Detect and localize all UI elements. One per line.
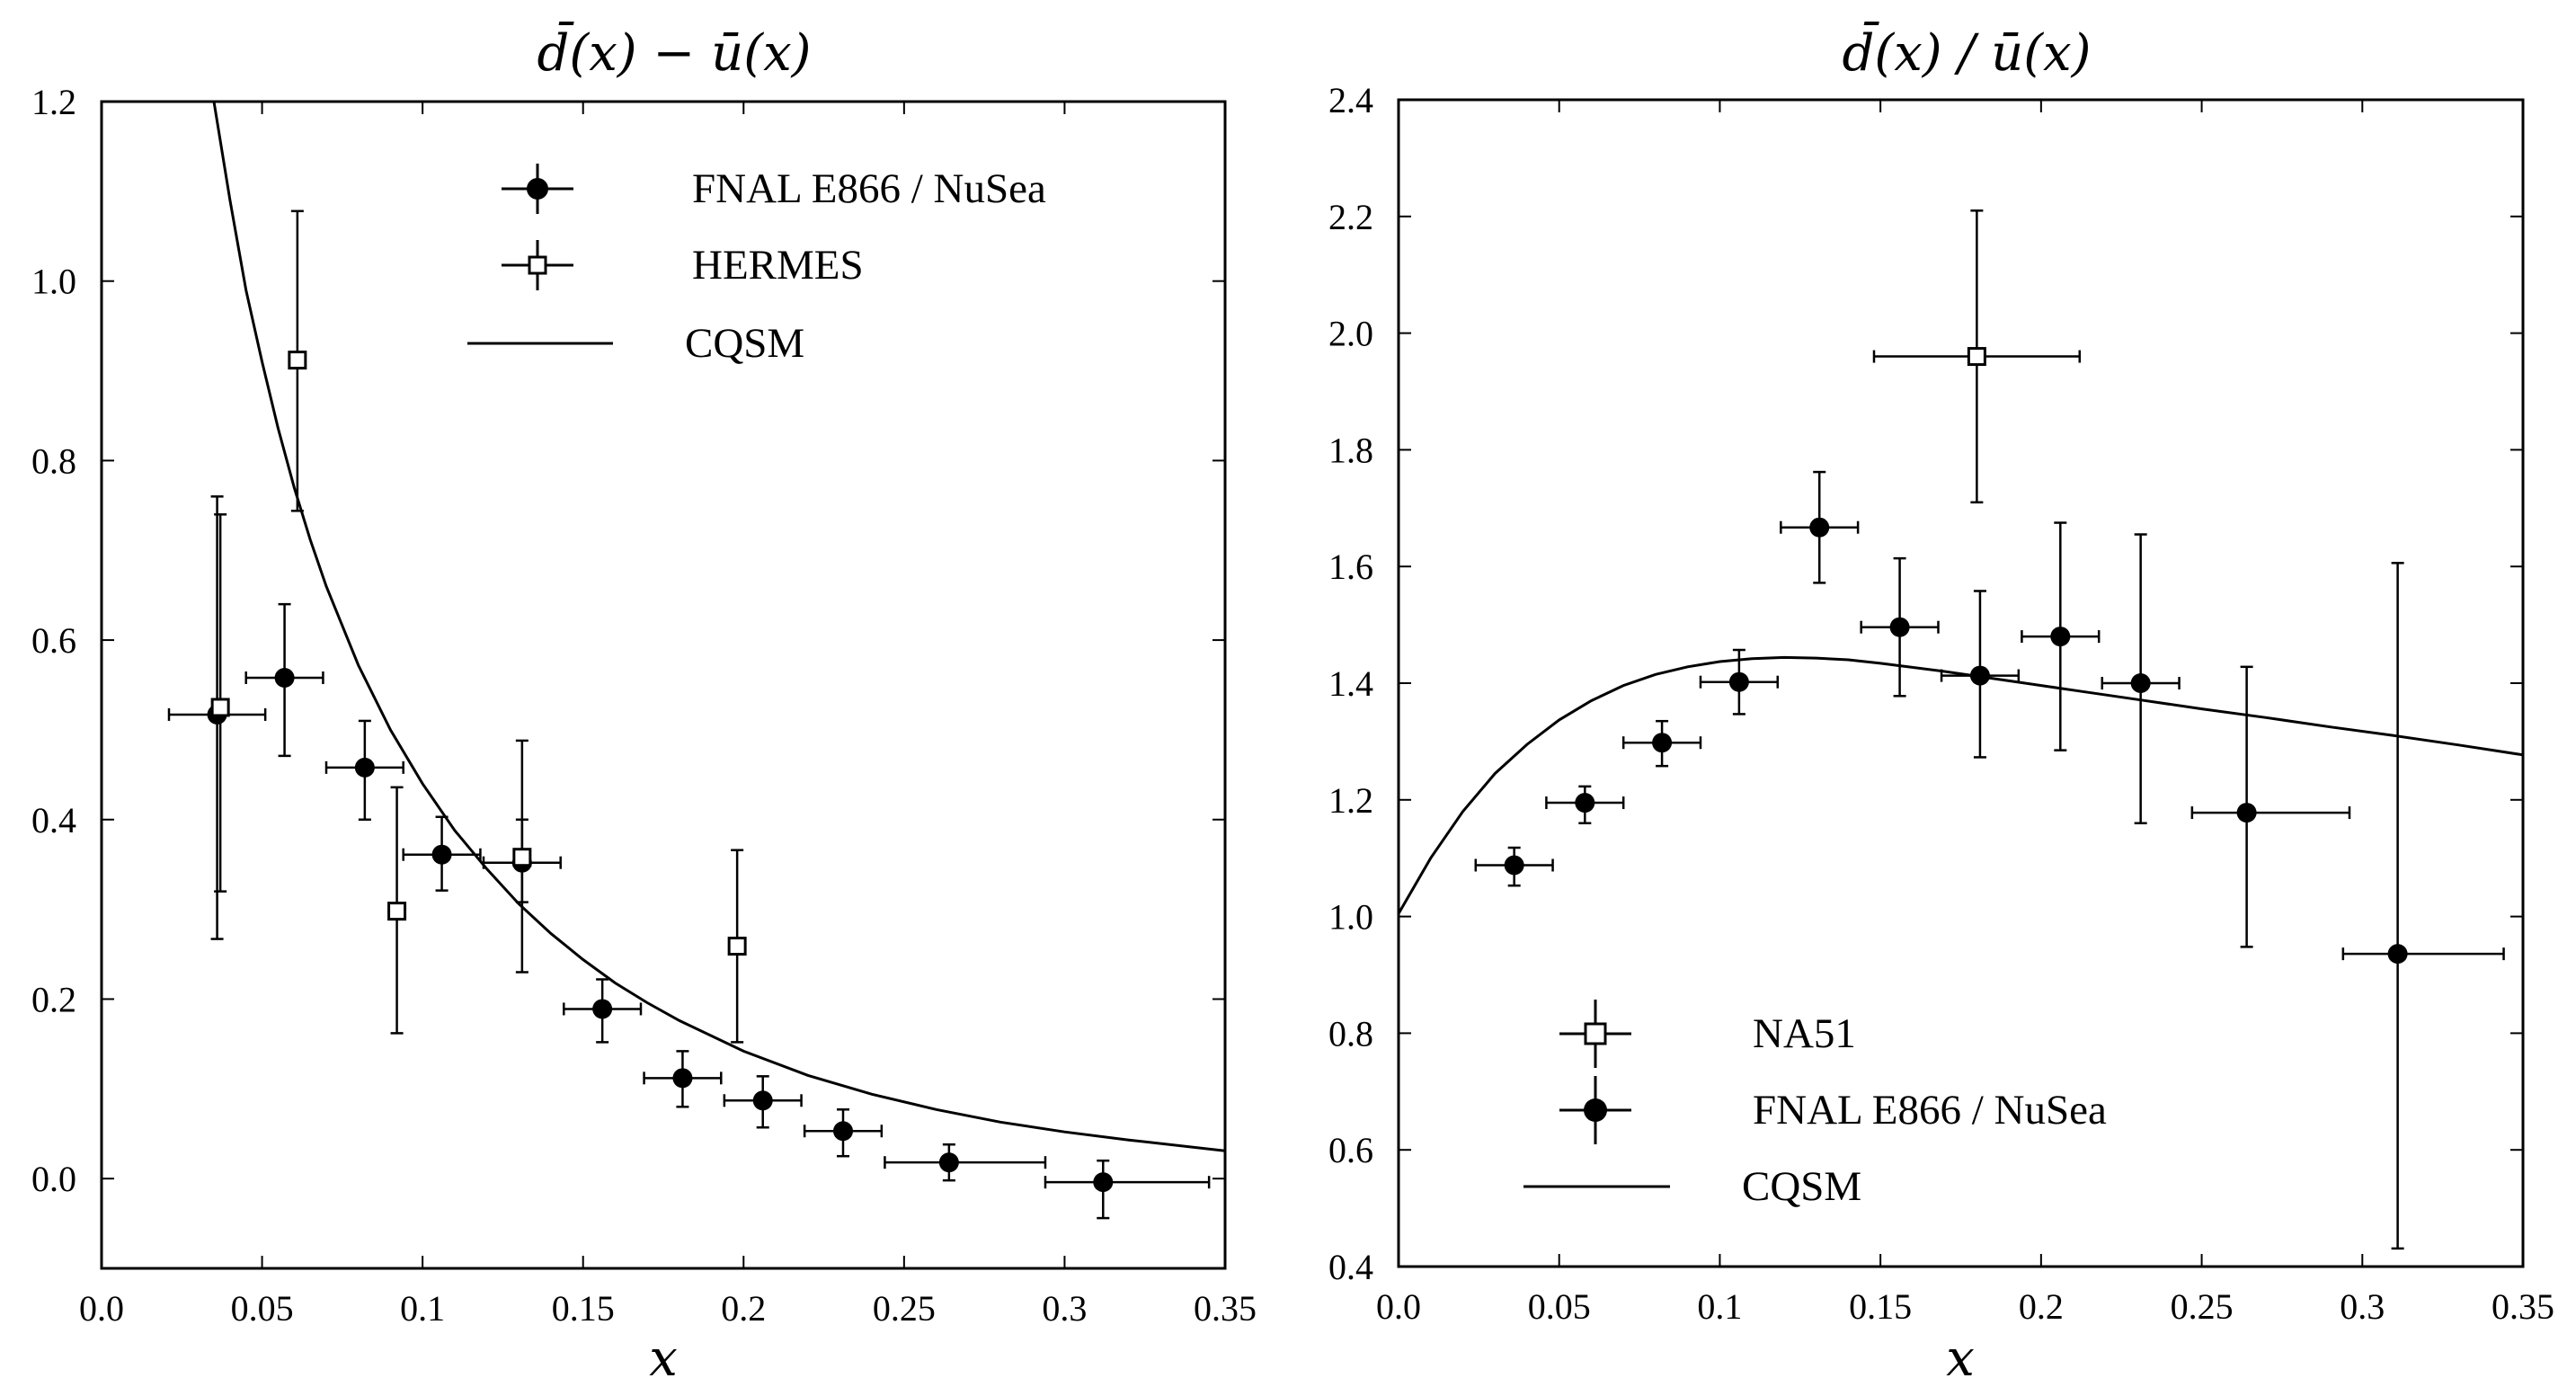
x-tick-label: 0.2: [721, 1288, 766, 1329]
fnal-data-point: [2190, 665, 2351, 948]
cqsm-curve: [212, 102, 1225, 1152]
x-tick-label: 0.0: [1376, 1286, 1421, 1327]
fnal-data-point: [1940, 590, 2021, 759]
chart-title: d̄(x) / ū(x): [1843, 21, 2092, 83]
y-tick-label: 2.0: [1328, 314, 1373, 354]
square-data-point: [1872, 209, 2081, 504]
legend-marker-fnal: [1559, 1076, 1631, 1144]
x-tick-label: 0.15: [1849, 1286, 1912, 1327]
legend-marker-fnal: [502, 164, 573, 214]
x-tick-label: 0.25: [2171, 1286, 2234, 1327]
fnal-data-point: [803, 1108, 884, 1158]
y-tick-label: 1.6: [1328, 547, 1373, 587]
legend-label-fnal: FNAL E866 / NuSea: [692, 165, 1046, 212]
legend-label-na51: NA51: [1753, 1010, 1856, 1057]
fnal-data-point: [1545, 785, 1625, 825]
x-tick-label: 0.1: [1697, 1286, 1742, 1327]
square-data-point: [512, 739, 532, 903]
y-tick-label: 1.0: [1328, 897, 1373, 938]
y-tick-label: 2.2: [1328, 197, 1373, 237]
legend: FNAL E866 / NuSea HERMES CQSM: [467, 164, 1046, 367]
fnal-data-point: [324, 719, 404, 822]
y-tick-label: 1.4: [1328, 663, 1373, 704]
fnal-data-point: [244, 602, 324, 758]
axis-ticks: 0.0 0.05 0.1 0.15 0.2 0.25 0.3 0.35 0.4 0.6 0.8 1.0…: [1328, 80, 2554, 1327]
fnal-data-point: [723, 1075, 803, 1129]
fnal-data-point: [167, 495, 267, 940]
x-tick-label: 0.1: [400, 1288, 445, 1329]
y-tick-label: 0.0: [31, 1159, 76, 1199]
square-data-point: [727, 849, 747, 1044]
x-tick-label: 0.3: [1042, 1288, 1087, 1329]
legend-label-cqsm: CQSM: [685, 320, 804, 367]
x-tick-label: 0.05: [231, 1288, 294, 1329]
legend-label-hermes: HERMES: [692, 242, 864, 289]
plot-content: [1399, 209, 2523, 1250]
y-tick-label: 1.2: [31, 82, 76, 122]
legend-marker-hermes: [502, 240, 573, 290]
y-tick-label: 1.8: [1328, 430, 1373, 470]
fnal-data-point: [2101, 533, 2181, 825]
fnal-data-point: [2021, 521, 2101, 751]
fnal-data-point: [1474, 846, 1554, 887]
x-tick-label: 0.35: [2492, 1286, 2554, 1327]
x-tick-label: 0.15: [552, 1288, 615, 1329]
plot-content: [167, 102, 1225, 1220]
y-tick-label: 0.4: [1328, 1247, 1373, 1287]
fnal-data-point: [1621, 719, 1702, 768]
x-tick-label: 0.05: [1528, 1286, 1591, 1327]
y-tick-label: 0.6: [1328, 1130, 1373, 1170]
fnal-data-point: [1044, 1159, 1211, 1220]
x-axis-label: x: [1946, 1329, 1975, 1388]
plot-frame: [100, 100, 1227, 1270]
square-data-point: [288, 209, 307, 512]
cqsm-curve: [1399, 655, 2523, 915]
y-tick-label: 0.8: [31, 440, 76, 481]
fnal-data-point: [884, 1143, 1047, 1182]
y-tick-label: 0.4: [31, 800, 76, 840]
fnal-data-point: [402, 815, 482, 892]
panel-ratio: d̄(x) / ū(x) 0.0 0.05 0.1 0.15 0.2 0.25 0.3 0.3…: [1328, 21, 2554, 1388]
x-tick-label: 0.3: [2340, 1286, 2385, 1327]
y-tick-label: 1.2: [1328, 780, 1373, 821]
fnal-data-point: [643, 1050, 723, 1108]
x-tick-label: 0.35: [1194, 1288, 1257, 1329]
legend-label-cqsm: CQSM: [1742, 1163, 1861, 1210]
legend-label-fnal: FNAL E866 / NuSea: [1753, 1087, 2107, 1134]
y-tick-label: 0.2: [31, 979, 76, 1019]
axis-ticks: 0.0 0.05 0.1 0.15 0.2 0.25 0.3 0.35 0.0 0.2 0.4 0.6…: [31, 82, 1257, 1329]
x-axis-label: x: [649, 1329, 678, 1388]
y-tick-label: 2.4: [1328, 80, 1373, 120]
fnal-data-point: [563, 978, 643, 1044]
chart-title: d̄(x) − ū(x): [537, 21, 812, 83]
x-tick-label: 0.0: [79, 1288, 124, 1329]
y-tick-label: 0.8: [1328, 1013, 1373, 1054]
legend-marker-na51: [1559, 1000, 1631, 1068]
fnal-data-point: [2341, 562, 2505, 1250]
square-data-point: [210, 513, 230, 893]
y-tick-label: 1.0: [31, 262, 76, 302]
legend: NA51 FNAL E866 / NuSea CQSM: [1523, 1000, 2107, 1210]
x-tick-label: 0.2: [2019, 1286, 2064, 1327]
square-data-point: [387, 786, 407, 1035]
x-tick-label: 0.25: [873, 1288, 936, 1329]
fnal-data-point: [1780, 470, 1860, 584]
fnal-data-point: [1860, 556, 1940, 698]
y-tick-label: 0.6: [31, 620, 76, 661]
panel-difference: d̄(x) − ū(x) 0.0 0.05 0.1 0.15 0.2 0.25 0.3 0.3…: [31, 21, 1257, 1388]
